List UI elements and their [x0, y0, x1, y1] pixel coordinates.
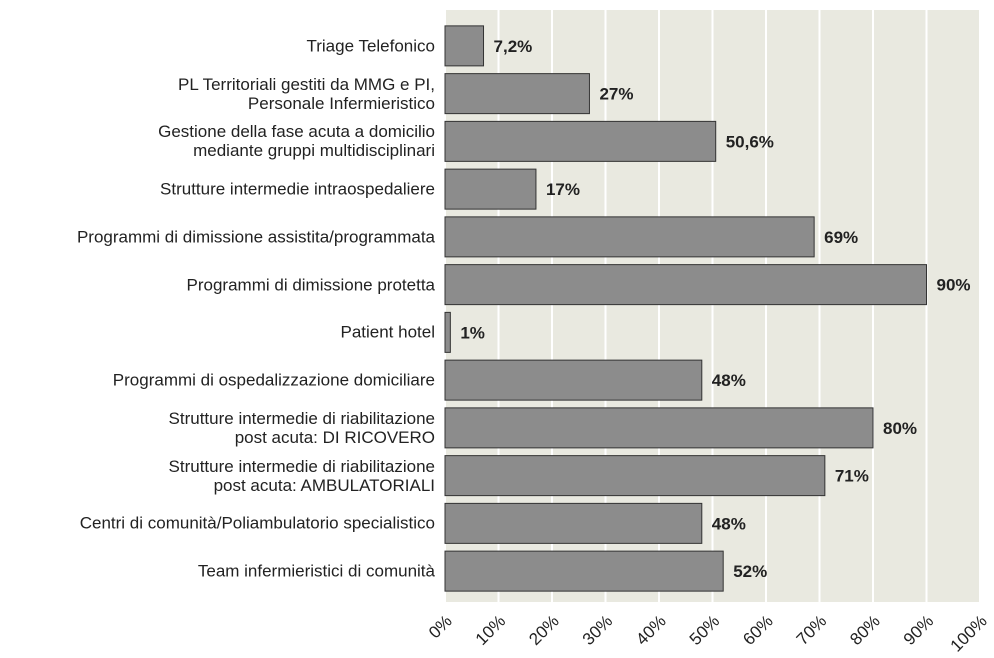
bar	[444, 120, 717, 162]
bar	[444, 311, 451, 353]
value-label: 7,2%	[494, 37, 533, 56]
value-label: 80%	[883, 419, 917, 438]
bar	[444, 168, 537, 210]
bar	[444, 25, 485, 67]
value-label: 50,6%	[726, 132, 774, 151]
x-tick-label: 20%	[525, 611, 562, 648]
x-tick-label: 60%	[739, 611, 776, 648]
x-tick-label: 90%	[900, 611, 937, 648]
value-label: 90%	[937, 276, 971, 295]
x-tick-label: 100%	[947, 611, 991, 655]
value-label: 1%	[460, 323, 485, 342]
x-tick-label: 10%	[472, 611, 509, 648]
bar	[444, 455, 826, 497]
bar	[444, 407, 874, 449]
bar	[444, 502, 703, 544]
bar	[444, 216, 815, 258]
value-label: 69%	[824, 228, 858, 247]
category-label: Patient hotel	[340, 322, 435, 342]
x-tick-label: 0%	[425, 611, 456, 642]
category-label: Programmi di ospedalizzazione domiciliar…	[112, 370, 435, 390]
value-label: 48%	[712, 371, 746, 390]
x-tick-label: 50%	[686, 611, 723, 648]
bar	[444, 550, 724, 592]
x-tick-label: 80%	[846, 611, 883, 648]
value-label: 17%	[546, 180, 580, 199]
category-label: Centri di comunità/Poliambulatorio speci…	[79, 513, 435, 533]
category-label: PL Territoriali gestiti da MMG e PI, Per…	[178, 74, 435, 113]
bar	[444, 73, 590, 115]
category-label: Programmi di dimissione assistita/progra…	[76, 227, 435, 247]
x-tick-label: 30%	[579, 611, 616, 648]
value-label: 71%	[835, 467, 869, 486]
value-label: 52%	[733, 562, 767, 581]
value-label: 48%	[712, 514, 746, 533]
category-label: Triage Telefonico	[306, 36, 435, 56]
category-label: Strutture intermedie di riabilitazione p…	[168, 408, 435, 447]
category-label: Strutture intermedie intraospedaliere	[160, 179, 435, 199]
category-label: Strutture intermedie di riabilitazione p…	[168, 456, 435, 495]
value-label: 27%	[599, 85, 633, 104]
category-label: Gestione della fase acuta a domicilio me…	[158, 122, 435, 161]
x-tick-label: 40%	[632, 611, 669, 648]
x-tick-label: 70%	[793, 611, 830, 648]
bar	[444, 264, 927, 306]
bar	[444, 359, 703, 401]
category-label: Team infermieristici di comunità	[197, 561, 435, 581]
category-label: Programmi di dimissione protetta	[186, 275, 435, 295]
